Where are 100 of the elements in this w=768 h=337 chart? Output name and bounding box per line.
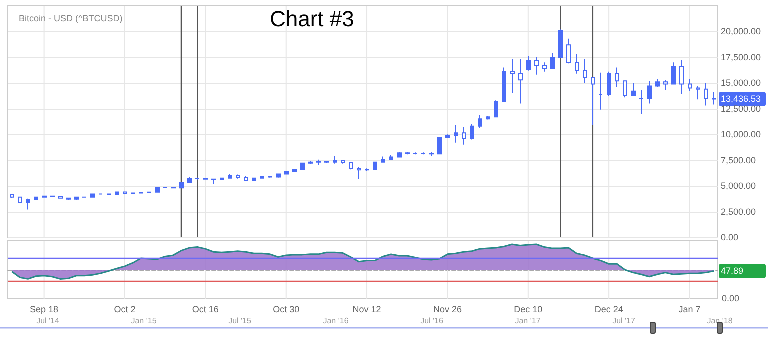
x-tick-label: Jan 7 (678, 304, 701, 314)
candlestick (171, 186, 176, 190)
category-label: Jan '16 (323, 316, 350, 326)
candlestick (663, 80, 668, 91)
candlestick (333, 156, 337, 164)
text: 47.89 (721, 266, 744, 276)
candlestick (696, 86, 700, 100)
candlestick (220, 177, 224, 181)
candlestick (558, 29, 563, 58)
candlestick (599, 72, 603, 110)
annotation: Chart #3 (270, 6, 354, 32)
candlestick (526, 56, 531, 72)
x-tick-label: Sep 18 (30, 304, 59, 314)
candlestick (534, 56, 539, 76)
candlestick (10, 194, 14, 198)
candlestick (454, 124, 458, 144)
candlestick (421, 152, 426, 156)
candlestick (639, 90, 644, 115)
candlestick (276, 173, 281, 178)
category-label: Jul '17 (612, 316, 636, 326)
candlestick (284, 170, 289, 176)
candlestick (365, 168, 369, 172)
candlestick (211, 178, 216, 184)
candlestick (688, 78, 692, 92)
candlestick (90, 193, 95, 198)
text: Bitcoin - USD (^BTCUSD) (19, 14, 123, 24)
candlestick (470, 124, 474, 140)
candlestick (123, 191, 127, 195)
candlestick (647, 80, 652, 104)
candlestick (502, 67, 506, 102)
x-tick-label: Oct 2 (114, 304, 136, 314)
candlestick (566, 38, 571, 64)
candlestick (131, 192, 135, 195)
candlestick (397, 152, 402, 158)
candlestick (679, 60, 684, 95)
candlestick (631, 82, 636, 96)
candlestick (308, 160, 313, 165)
candlestick (357, 167, 361, 180)
y-tick-label: 17,500.00 (721, 52, 762, 62)
candlestick (179, 181, 184, 189)
candlestick (34, 196, 38, 200)
candlestick (445, 134, 450, 139)
candlestick (583, 59, 587, 84)
candlestick (389, 154, 393, 161)
candlestick (494, 100, 498, 118)
y-tick-label: 2,500.00 (721, 206, 756, 217)
x-tick-label: Nov 12 (352, 304, 382, 314)
candlestick (542, 62, 547, 72)
candlestick (236, 174, 240, 180)
y-tick-label: 12,500.00 (721, 104, 762, 114)
candlestick (349, 162, 353, 170)
candlestick (575, 54, 579, 74)
candlestick (268, 176, 272, 178)
candlestick (381, 156, 385, 164)
category-label: Jul '14 (36, 316, 60, 326)
candlestick (292, 168, 297, 173)
candlestick (252, 177, 256, 182)
candlestick (155, 186, 160, 194)
candlestick (300, 162, 305, 171)
candlestick (244, 176, 248, 182)
x-tick-label: Nov 26 (433, 304, 462, 314)
candlestick (462, 126, 466, 146)
candlestick (58, 196, 63, 200)
candlestick (704, 82, 708, 106)
candlestick (591, 76, 595, 126)
y-tick-label: 7,500.00 (721, 155, 756, 166)
category-label: Jul '15 (228, 316, 252, 326)
candlestick (18, 196, 22, 204)
candlestick (405, 152, 410, 156)
candlestick (373, 161, 377, 170)
candlestick (486, 116, 490, 120)
candlestick (115, 191, 119, 196)
candlestick (66, 197, 71, 200)
candlestick (50, 195, 55, 198)
candlestick (712, 92, 716, 106)
y-tick-label: 5,000.00 (721, 181, 756, 192)
y-tick-label: 15,000.00 (721, 78, 762, 88)
x-tick-label: Oct 16 (192, 304, 219, 314)
candlestick (187, 176, 192, 184)
candlestick (623, 80, 627, 98)
category-label: Jan '15 (131, 316, 158, 326)
candlestick (316, 159, 321, 166)
y-tick-label: 20,000.00 (721, 26, 762, 37)
candlestick (607, 71, 611, 98)
category-label: Jan '18 (707, 316, 734, 326)
y-tick-label: 10,000.00 (721, 130, 762, 140)
candlestick (655, 78, 660, 88)
y-tick-label: 0.00 (721, 232, 739, 242)
candlestick (324, 160, 329, 164)
candlestick (195, 177, 200, 180)
candlestick (203, 178, 208, 180)
candlestick (260, 176, 264, 180)
x-tick-label: Dec 24 (594, 304, 624, 314)
candlestick (518, 59, 523, 104)
candlestick (510, 59, 515, 94)
x-tick-label: Oct 30 (273, 304, 300, 314)
candlestick (671, 62, 676, 85)
candlestick (74, 196, 79, 200)
candlestick (228, 174, 232, 180)
text: 13,436.53 (721, 94, 762, 104)
